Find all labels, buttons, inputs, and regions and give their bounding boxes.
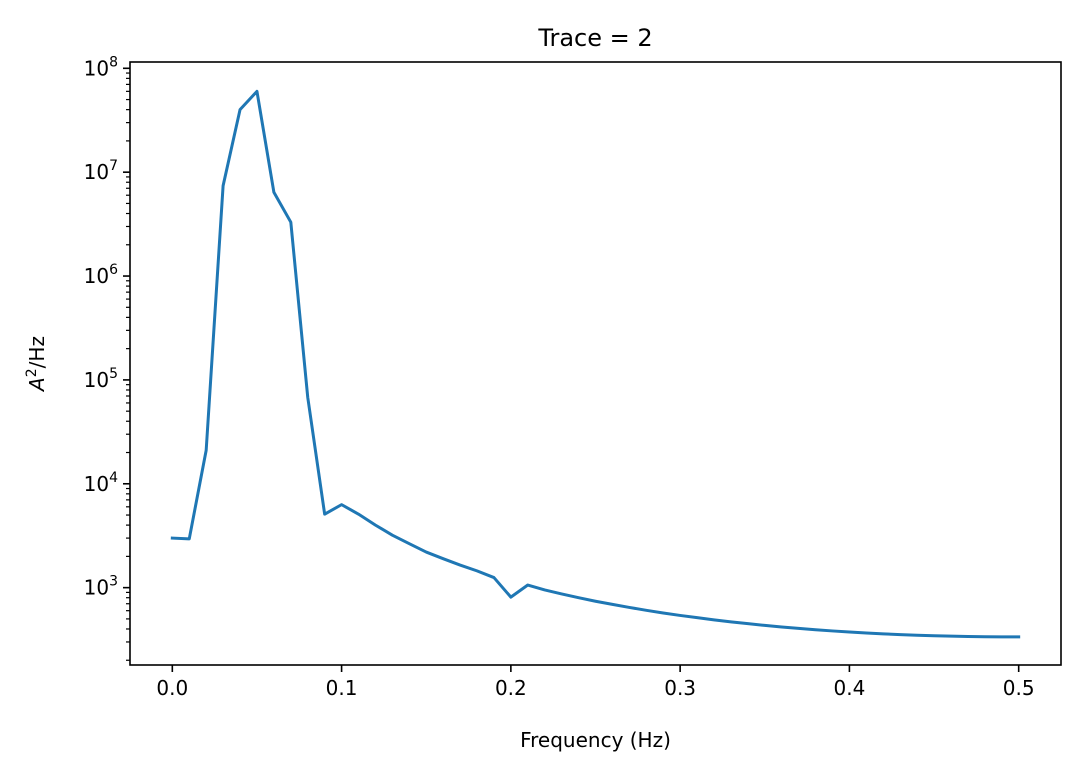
x-tick-label: 0.0	[156, 676, 188, 700]
x-axis-label: Frequency (Hz)	[520, 728, 671, 752]
y-axis-label-sup: 2	[24, 368, 40, 377]
y-tick-label: 103	[84, 574, 118, 600]
plot-background	[130, 62, 1061, 665]
chart-title: Trace = 2	[537, 24, 652, 52]
y-tick-label-exp: 4	[109, 470, 118, 486]
y-axis-label-base: A	[25, 377, 49, 393]
series-line-0	[170, 89, 1021, 639]
x-axis: 0.0 0.1 0.2 0.3 0.4 0.5	[156, 665, 1035, 700]
x-tick-label: 0.4	[834, 676, 866, 700]
y-tick-label-base: 10	[84, 576, 109, 600]
y-tick-label-exp: 3	[109, 574, 118, 590]
y-tick-label: 106	[84, 262, 118, 288]
y-tick-label-base: 10	[84, 368, 109, 392]
y-tick-label-exp: 6	[109, 262, 118, 278]
x-tick-label: 0.1	[326, 676, 358, 700]
y-tick-label-exp: 7	[109, 158, 118, 174]
y-tick-label-exp: 8	[109, 54, 118, 70]
y-tick-label: 105	[84, 366, 118, 392]
y-tick-label-base: 10	[84, 56, 109, 80]
y-tick-label: 104	[84, 470, 118, 496]
y-tick-label: 107	[84, 158, 118, 184]
y-tick-label-base: 10	[84, 264, 109, 288]
y-tick-label-base: 10	[84, 472, 109, 496]
y-axis-label-rest: /Hz	[25, 336, 49, 368]
y-tick-label: 108	[84, 54, 118, 80]
y-tick-label-exp: 5	[109, 366, 118, 382]
data-layer	[170, 89, 1021, 639]
y-axis-label: A2/Hz	[24, 336, 49, 393]
x-tick-label: 0.2	[495, 676, 527, 700]
x-tick-label: 0.3	[664, 676, 696, 700]
y-tick-label-base: 10	[84, 160, 109, 184]
plot-frame	[129, 61, 1062, 666]
x-tick-label: 0.5	[1003, 676, 1035, 700]
